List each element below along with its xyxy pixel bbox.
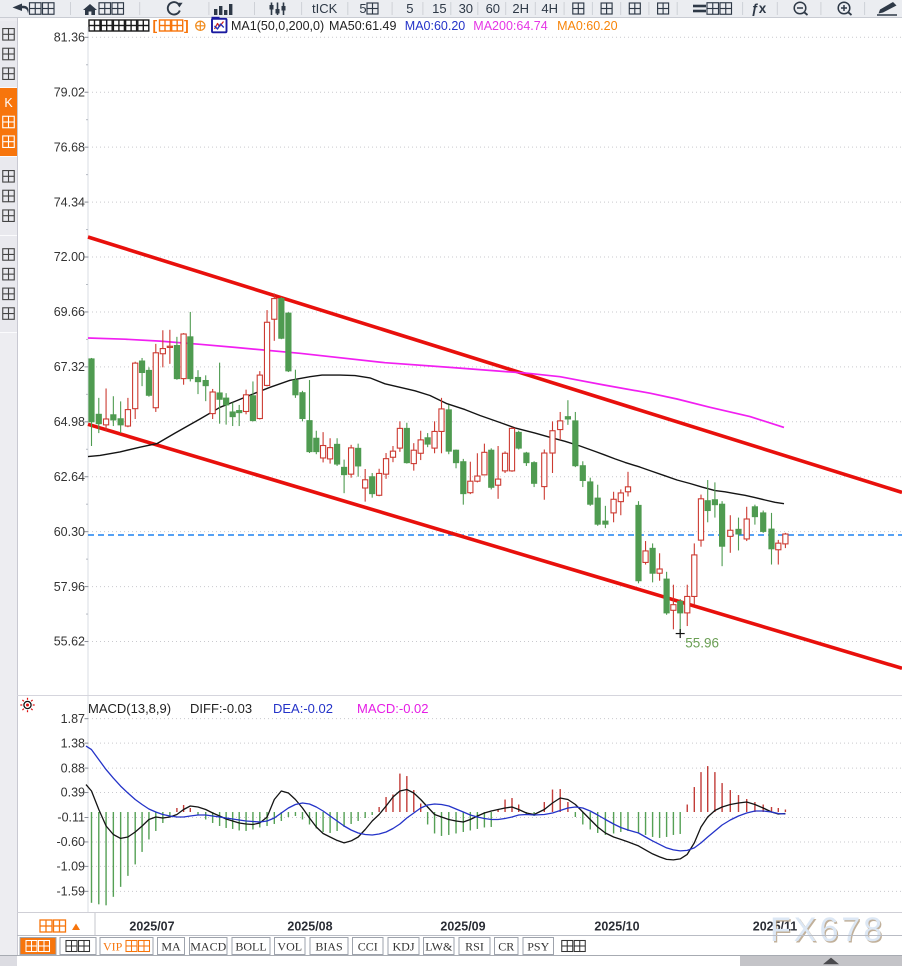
svg-text:2025/11: 2025/11 [753,920,798,934]
svg-text:69.66: 69.66 [54,305,85,319]
svg-text:4H: 4H [541,1,558,16]
svg-text:-0.60: -0.60 [57,835,86,849]
svg-text:5: 5 [359,1,366,16]
svg-text:30: 30 [459,1,473,16]
svg-text:15: 15 [432,1,446,16]
svg-text:55.62: 55.62 [54,635,85,649]
svg-text:1.38: 1.38 [61,736,85,750]
svg-text:CR: CR [498,940,514,954]
svg-text:MA0:60.20: MA0:60.20 [405,19,466,33]
svg-text:FX678: FX678 [770,911,885,949]
svg-text:1.87: 1.87 [61,712,85,726]
svg-text:K: K [4,96,13,110]
svg-text:0.39: 0.39 [61,786,85,800]
svg-text:2025/07: 2025/07 [129,920,174,934]
svg-text:MA: MA [161,940,181,954]
svg-text:tICK: tICK [312,1,338,16]
svg-text:DEA:-0.02: DEA:-0.02 [273,701,333,716]
svg-text:MACD(13,8,9): MACD(13,8,9) [88,701,171,716]
svg-text:55.96: 55.96 [685,636,719,651]
svg-text:60: 60 [486,1,500,16]
svg-text:MA0:60.20: MA0:60.20 [557,19,618,33]
svg-text:DIFF:-0.03: DIFF:-0.03 [190,701,252,716]
svg-text:MACD:-0.02: MACD:-0.02 [357,701,429,716]
svg-text:76.68: 76.68 [54,140,85,154]
svg-text:RSI: RSI [465,940,484,954]
svg-text:60.30: 60.30 [54,525,85,539]
svg-text:2025/08: 2025/08 [287,920,332,934]
svg-text:5: 5 [406,1,413,16]
svg-text:FX678: FX678 [771,912,886,950]
svg-text:62.64: 62.64 [54,470,85,484]
svg-text:2025/10: 2025/10 [594,920,639,934]
svg-text:74.34: 74.34 [54,195,85,209]
svg-text:BOLL: BOLL [235,940,266,954]
svg-text:BIAS: BIAS [315,940,342,954]
svg-text:MA1(50,0,200,0): MA1(50,0,200,0) [231,19,324,33]
svg-text:81.36: 81.36 [54,31,85,45]
svg-text:ƒx: ƒx [751,1,767,16]
svg-text:KDJ: KDJ [392,940,414,954]
svg-text:MA200:64.74: MA200:64.74 [473,19,547,33]
svg-text:VIP: VIP [103,940,123,954]
svg-text:-1.59: -1.59 [57,885,86,899]
svg-text:2H: 2H [512,1,529,16]
svg-text:PSY: PSY [527,940,549,954]
svg-text:MA50:61.49: MA50:61.49 [329,19,396,33]
svg-text:VOL: VOL [277,940,302,954]
svg-text:]: ] [184,17,189,33]
svg-text:[: [ [153,17,158,33]
svg-text:2025/09: 2025/09 [440,920,485,934]
svg-text:MACD: MACD [190,940,226,954]
svg-text:57.96: 57.96 [54,580,85,594]
svg-text:64.98: 64.98 [54,415,85,429]
svg-text:-0.11: -0.11 [57,811,85,825]
svg-text:67.32: 67.32 [54,360,85,374]
svg-text:LW&: LW& [425,940,453,954]
svg-text:CCI: CCI [358,940,378,954]
svg-text:-1.09: -1.09 [57,860,86,874]
svg-text:0.88: 0.88 [61,761,85,775]
svg-text:72.00: 72.00 [54,250,85,264]
svg-text:79.02: 79.02 [54,85,85,99]
